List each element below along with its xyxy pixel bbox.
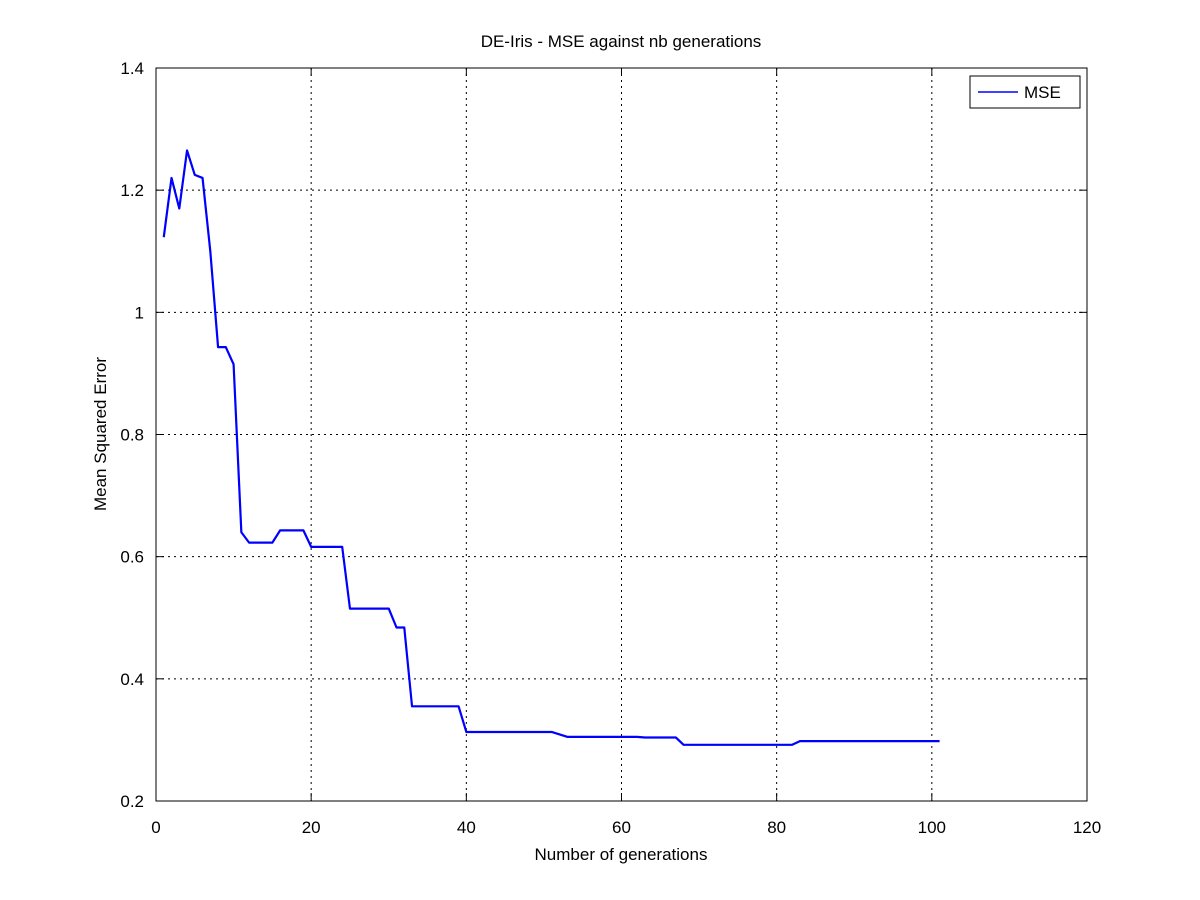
grid-lines xyxy=(156,68,1087,801)
y-axis-label: Mean Squared Error xyxy=(91,357,110,511)
axis-ticks xyxy=(155,67,1088,802)
tick-labels: 0 20 40 60 80 100 120 0.2 0.4 0.6 0.8 1 1.2 1.4 xyxy=(120,59,1101,837)
y-tick-label: 0.6 xyxy=(120,548,144,567)
x-tick-label: 60 xyxy=(612,818,631,837)
y-tick-label: 1.4 xyxy=(120,59,144,78)
legend-label-mse: MSE xyxy=(1024,83,1061,102)
y-tick-label: 1 xyxy=(135,303,144,322)
x-axis-label: Number of generations xyxy=(535,845,708,864)
x-tick-label: 120 xyxy=(1073,818,1101,837)
chart-title: DE-Iris - MSE against nb generations xyxy=(481,32,762,51)
legend: MSE xyxy=(969,75,1081,109)
x-tick-label: 20 xyxy=(302,818,321,837)
x-tick-label: 0 xyxy=(151,818,160,837)
series-line-mse xyxy=(162,149,940,746)
y-tick-label: 0.4 xyxy=(120,670,144,689)
series-layer xyxy=(162,149,940,746)
y-tick-label: 0.2 xyxy=(120,792,144,811)
y-tick-label: 1.2 xyxy=(120,181,144,200)
x-tick-label: 80 xyxy=(767,818,786,837)
x-tick-label: 40 xyxy=(457,818,476,837)
y-tick-label: 0.8 xyxy=(120,426,144,445)
x-tick-label: 100 xyxy=(918,818,946,837)
